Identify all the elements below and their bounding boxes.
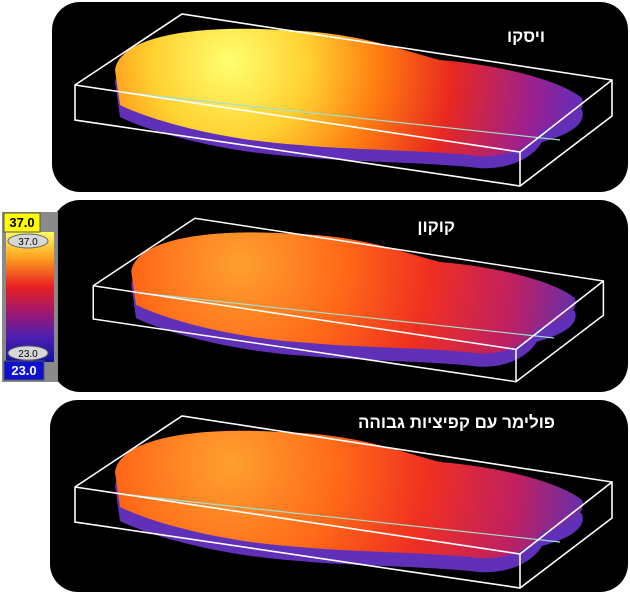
panel: ויסקו bbox=[52, 2, 628, 192]
scale-max-marker: 37.0 bbox=[18, 237, 38, 248]
edge bbox=[135, 291, 555, 339]
scale-marker bbox=[7, 345, 49, 361]
color-scale: 37.0 37.0 23.0 23.0 bbox=[2, 212, 58, 382]
panel-label: קוקון bbox=[417, 217, 455, 236]
panel: פולימר עם קפיציות גבוהה bbox=[50, 400, 628, 592]
scale-min: 23.0 bbox=[11, 363, 36, 378]
scale-bar bbox=[6, 232, 54, 362]
edge bbox=[119, 91, 561, 141]
panel-label: פולימר עם קפיציות גבוהה bbox=[358, 413, 555, 432]
scale-max-box bbox=[3, 212, 41, 233]
scale-min-marker: 23.0 bbox=[18, 349, 38, 360]
edge bbox=[119, 493, 561, 543]
panel-label: ויסקו bbox=[507, 27, 545, 46]
scale-marker bbox=[7, 233, 49, 249]
scale-max: 37.0 bbox=[9, 215, 34, 230]
panel: קוקון bbox=[52, 200, 628, 392]
scale-min-box bbox=[3, 360, 45, 381]
